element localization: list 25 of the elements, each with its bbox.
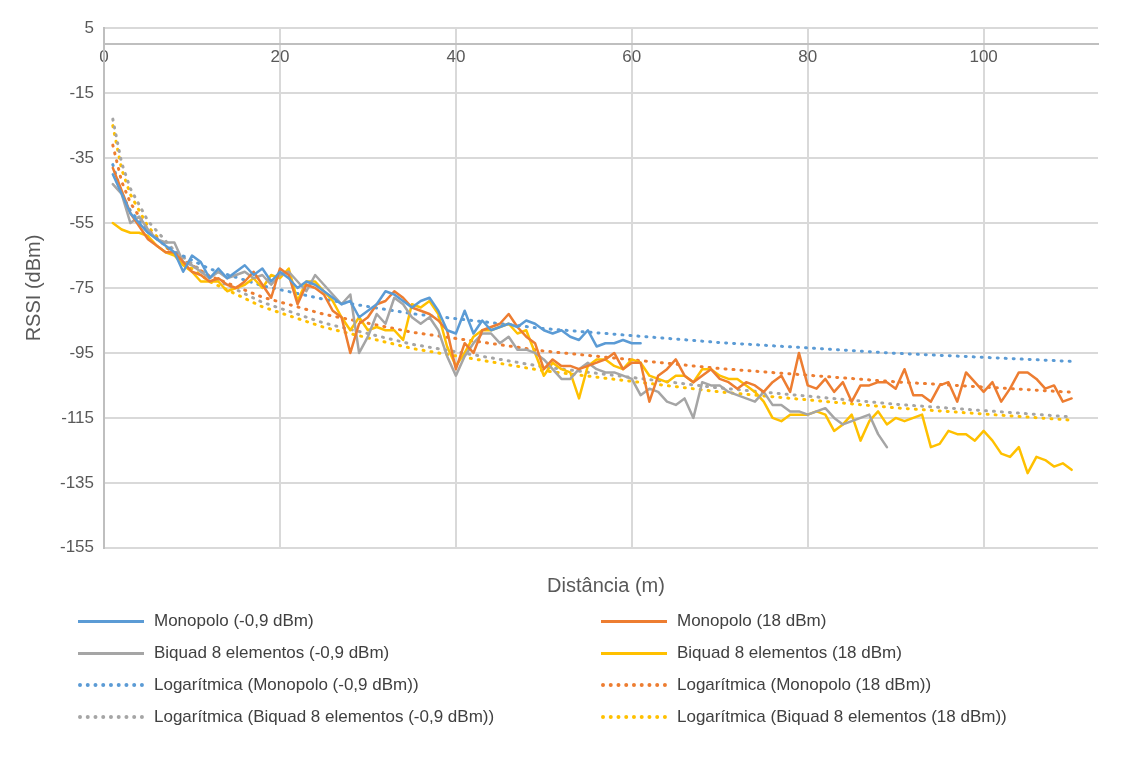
x-axis-title: Distância (m) [546, 574, 666, 597]
y-tick-label: 5 [84, 17, 95, 37]
y-tick-label: -155 [59, 537, 95, 557]
x-tick-label: 100 [969, 47, 998, 67]
x-tick-label: 40 [446, 47, 466, 67]
legend-label: Logarítmica (Monopolo (-0,9 dBm)) [154, 675, 419, 695]
legend-label: Logarítmica (Monopolo (18 dBm)) [677, 675, 932, 695]
legend-label: Logarítmica (Biquad 8 elementos (18 dBm)) [677, 707, 1007, 727]
x-tick-label: 80 [798, 47, 818, 67]
y-tick-label: -95 [69, 342, 95, 362]
y-tick-label: -35 [69, 147, 95, 167]
y-tick-label: -115 [61, 407, 95, 427]
legend-label: Logarítmica (Biquad 8 elementos (-0,9 dBm)) [154, 707, 495, 727]
x-tick-label: 20 [270, 47, 290, 67]
y-tick-label: -75 [69, 277, 95, 297]
y-tick-label: -135 [59, 472, 95, 492]
legend-label: Biquad 8 elementos (18 dBm) [677, 643, 902, 663]
y-axis-title: RSSI (dBm) [21, 234, 44, 342]
line-series [111, 163, 1074, 363]
legend-label: Biquad 8 elementos (-0,9 dBm) [154, 643, 390, 663]
x-tick-label: 60 [622, 47, 642, 67]
legend-label: Monopolo (-0,9 dBm) [154, 611, 314, 631]
y-tick-label: -55 [69, 212, 95, 232]
legend-label: Monopolo (18 dBm) [677, 611, 827, 631]
y-tick-label: -15 [69, 82, 95, 102]
